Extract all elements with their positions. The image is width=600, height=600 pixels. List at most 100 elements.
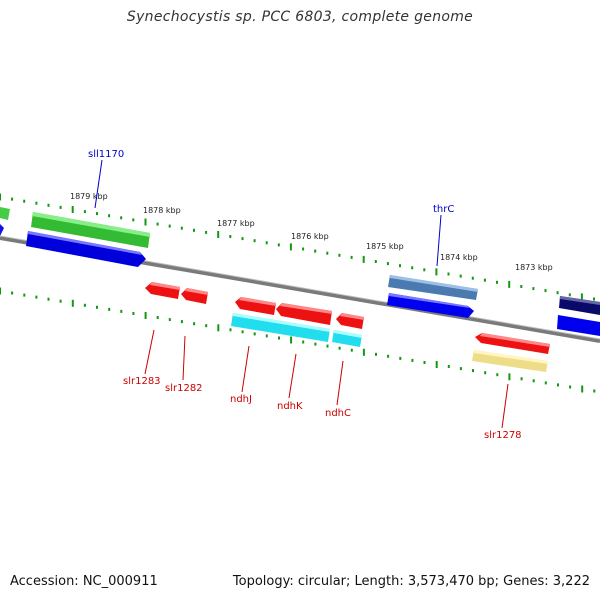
upper-track-tick	[132, 218, 135, 222]
tick-label-1879: 1879 kbp	[70, 192, 108, 201]
upper-track-tick	[205, 230, 208, 234]
upper-tick-track	[0, 193, 595, 301]
lower-track-tick	[544, 381, 547, 385]
lower-track-tick	[0, 287, 1, 295]
callout-lines	[94, 159, 509, 429]
upper-track-tick	[59, 205, 62, 209]
lower-track-tick	[314, 342, 317, 346]
lower-track-tick	[71, 299, 74, 307]
lower-track-tick	[350, 348, 353, 352]
lower-track-tick	[326, 344, 329, 348]
lower-track-tick	[411, 358, 414, 362]
gene-block-blue-2[interactable]	[387, 293, 474, 318]
upper-track-tick	[265, 241, 268, 245]
upper-track-tick	[338, 253, 341, 257]
upper-track-tick	[47, 203, 50, 207]
upper-track-tick	[532, 287, 535, 291]
gene-block-red-slr1278[interactable]	[475, 333, 550, 354]
lower-track-tick	[569, 385, 572, 389]
lower-track-tick	[217, 324, 220, 332]
upper-track-tick	[362, 255, 365, 263]
lower-track-tick	[265, 334, 268, 338]
gene-label-ndhC: ndhC	[325, 408, 351, 419]
lower-track-tick	[47, 297, 50, 301]
upper-track-tick	[399, 264, 401, 268]
upper-track-tick	[108, 214, 111, 218]
upper-track-tick	[120, 216, 123, 220]
lower-track-tick	[290, 336, 293, 344]
upper-track-tick	[156, 222, 159, 226]
lower-tick-track	[0, 287, 596, 393]
upper-track-tick	[229, 235, 232, 238]
lower-track-tick	[180, 320, 183, 324]
gene-block-blue[interactable]	[26, 231, 146, 267]
upper-track-tick	[302, 247, 305, 251]
upper-track-tick	[217, 231, 220, 238]
upper-track-tick	[241, 237, 244, 241]
tick-label-1878: 1878 kbp	[143, 206, 181, 215]
lower-track-tick	[144, 312, 147, 319]
gene-label-slr1283: slr1283	[123, 376, 161, 387]
lower-track-tick	[132, 312, 135, 315]
lower-track-tick	[35, 295, 38, 299]
upper-track-tick	[386, 262, 389, 266]
upper-track-tick	[193, 228, 195, 232]
upper-track-tick	[423, 268, 426, 272]
tick-label-1874: 1874 kbp	[440, 253, 478, 262]
lower-track-tick	[399, 356, 402, 360]
tick-label-1876: 1876 kbp	[291, 232, 329, 241]
gene-block-blue-partial[interactable]	[0, 224, 4, 236]
gene-label-slr1278: slr1278	[484, 430, 522, 441]
upper-track-tick	[544, 289, 547, 293]
lower-track-tick	[23, 293, 26, 297]
gene-block-green-partial[interactable]	[0, 207, 10, 220]
upper-track-tick	[471, 276, 474, 280]
lower-track-tick	[96, 305, 98, 309]
lower-track-tick	[241, 330, 244, 334]
upper-track-tick	[23, 199, 26, 203]
lower-track-tick	[205, 324, 208, 328]
lower-track-tick	[520, 377, 523, 381]
lower-track-tick	[459, 367, 462, 371]
gene-label-sll1170: sll1170	[88, 149, 124, 160]
upper-track-tick	[314, 249, 317, 253]
gene-block-blue-partial-right[interactable]	[557, 315, 600, 336]
upper-track-tick	[168, 224, 171, 228]
upper-track-tick	[374, 260, 377, 263]
lower-track-tick	[302, 340, 305, 344]
genome-summary-label: Topology: circular; Length: 3,573,470 bp…	[232, 574, 590, 589]
lower-track-tick	[59, 299, 62, 303]
lower-track-tick	[253, 332, 256, 336]
genome-title: Synechocystis sp. PCC 6803, complete gen…	[126, 9, 474, 25]
gene-label-slr1282: slr1282	[165, 383, 203, 394]
upper-track-tick	[447, 272, 450, 276]
upper-track-tick	[289, 243, 292, 251]
gene-block-cyan-1[interactable]	[231, 313, 330, 342]
gene-label-thrC: thrC	[433, 204, 454, 215]
lower-track-tick	[532, 379, 535, 383]
upper-track-tick	[520, 285, 523, 288]
lower-track-tick	[168, 318, 171, 322]
lower-track-tick	[508, 373, 511, 381]
gene-label-ndhJ: ndhJ	[230, 394, 252, 405]
lower-track-tick	[229, 328, 232, 332]
upper-track-tick	[411, 266, 414, 270]
lower-track-tick	[387, 354, 390, 358]
upper-track-tick	[593, 297, 595, 301]
upper-track-tick	[71, 206, 74, 213]
lower-track-tick	[472, 369, 474, 373]
upper-track-tick	[96, 212, 98, 216]
lower-track-tick	[193, 322, 196, 326]
upper-track-tick	[0, 193, 1, 201]
tick-label-1875: 1875 kbp	[366, 242, 404, 251]
upper-track-tick	[580, 293, 583, 301]
upper-track-tick	[508, 280, 511, 288]
lower-track-tick	[362, 348, 365, 356]
lower-track-tick	[484, 371, 487, 375]
upper-track-tick	[459, 274, 462, 278]
gene-block-ndhK[interactable]	[276, 303, 332, 325]
lower-track-tick	[423, 361, 426, 364]
tick-label-1877: 1877 kbp	[217, 219, 255, 228]
